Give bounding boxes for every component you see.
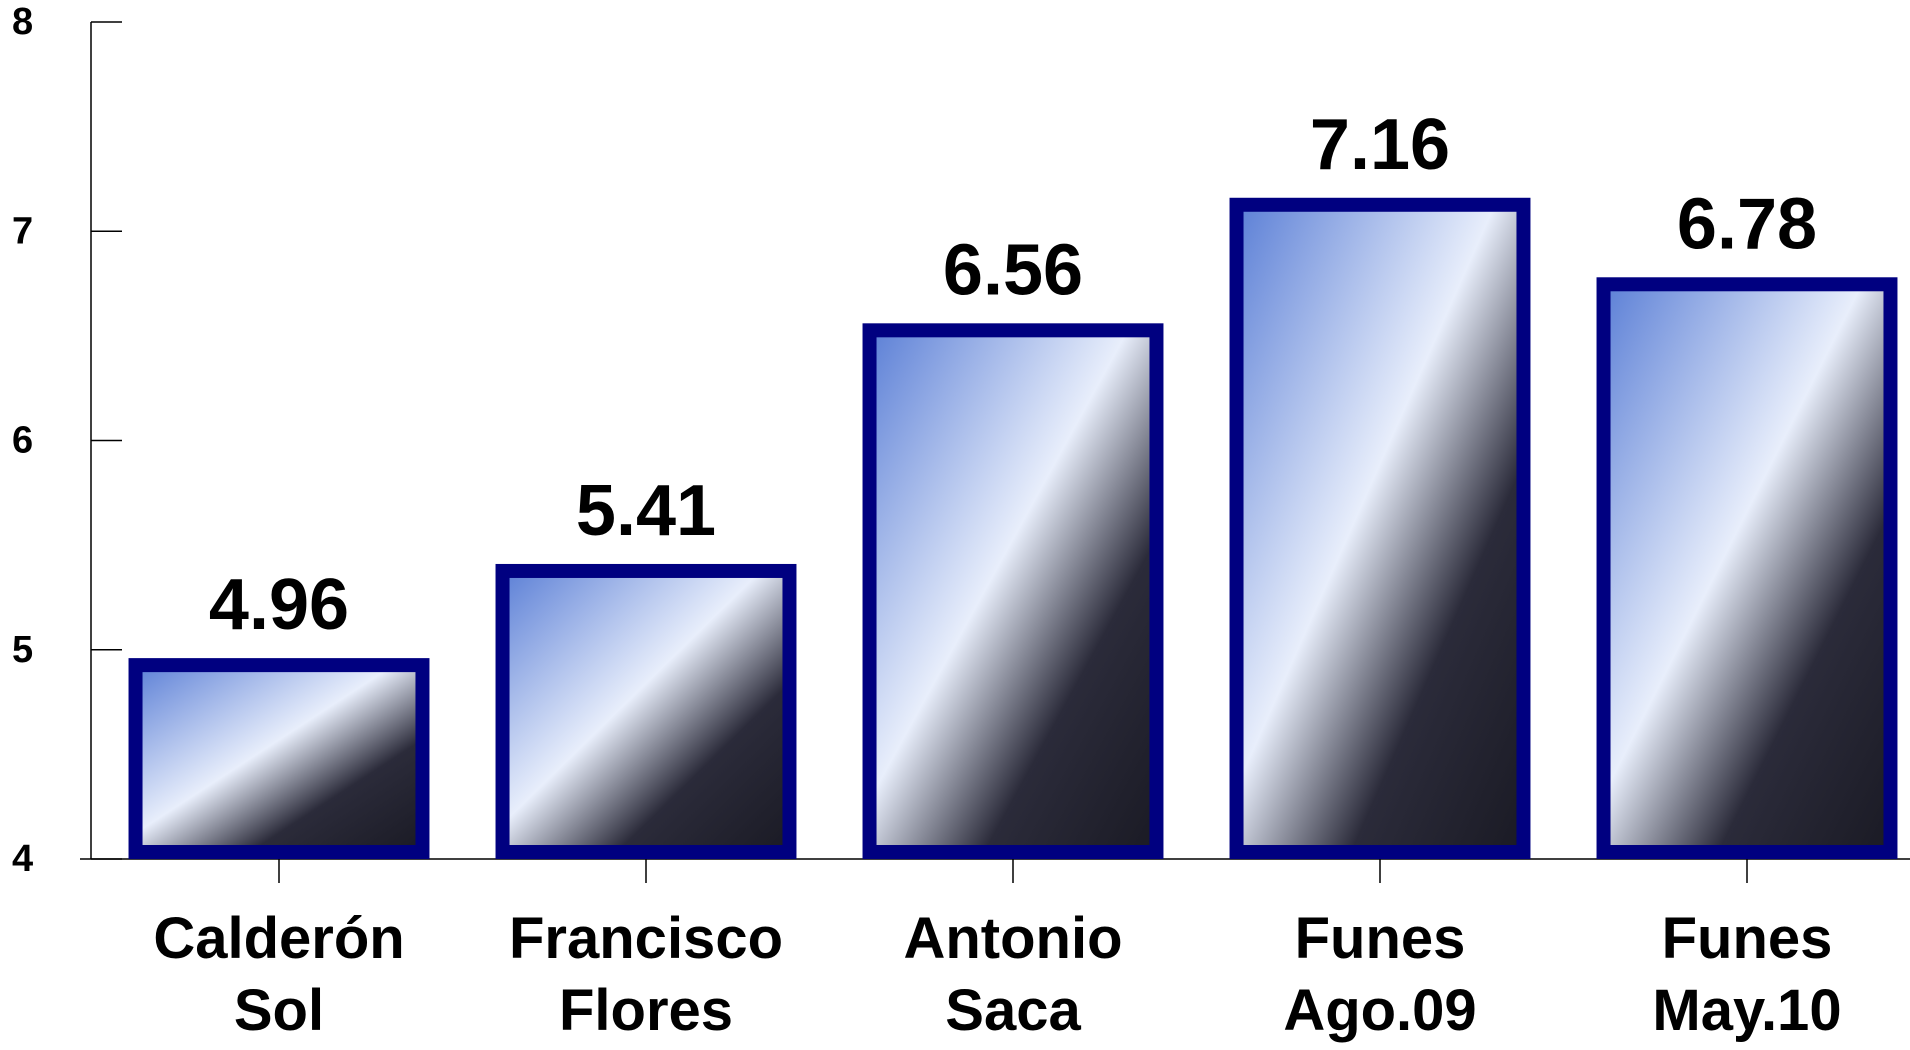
x-tick-label: Antonio Saca: [903, 906, 1123, 1043]
bar: [128, 658, 430, 859]
value-label: 5.41: [576, 471, 716, 551]
x-tick-label: Funes Ago.09: [1283, 906, 1477, 1043]
value-label: 6.56: [943, 230, 1083, 310]
y-tick-label: 6: [12, 420, 33, 462]
y-tick-label: 5: [12, 629, 33, 671]
bar: [1229, 197, 1531, 859]
bar: [1596, 277, 1898, 860]
x-tick-label: Francisco Flores: [509, 906, 783, 1043]
value-label: 6.78: [1677, 184, 1817, 264]
bar: [495, 563, 797, 860]
bar: [862, 323, 1164, 859]
y-tick-label: 8: [12, 1, 33, 43]
value-label: 4.96: [209, 565, 349, 645]
x-tick-label: Funes May.10: [1652, 906, 1842, 1043]
x-tick-label: Calderón Sol: [153, 906, 405, 1043]
y-tick-label: 4: [12, 838, 33, 880]
value-label: 7.16: [1310, 105, 1450, 185]
y-tick-label: 7: [12, 210, 33, 252]
